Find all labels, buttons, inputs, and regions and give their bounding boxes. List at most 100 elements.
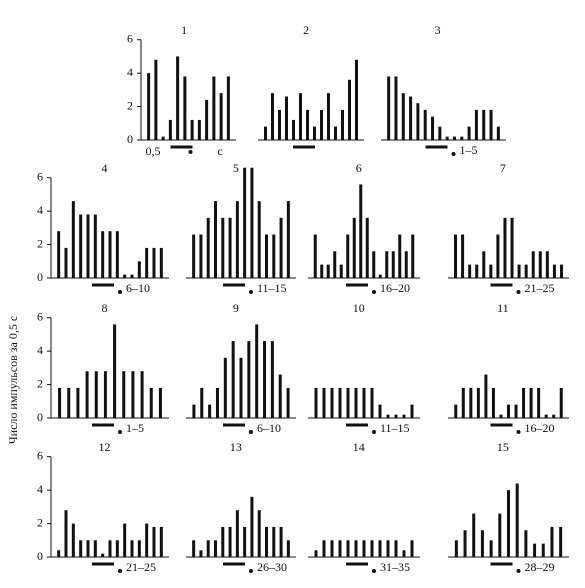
bar xyxy=(362,387,366,418)
bar xyxy=(354,387,358,418)
stimulus-dot xyxy=(249,569,253,573)
bar xyxy=(145,247,149,278)
bar xyxy=(279,526,283,557)
x-label: 6–10 xyxy=(126,281,150,295)
x-label: с xyxy=(217,144,222,158)
bar xyxy=(215,387,219,418)
bar xyxy=(475,264,479,278)
bar xyxy=(306,109,309,140)
x-label: 0,5 xyxy=(146,144,161,158)
bar xyxy=(239,357,243,418)
panel-title: 14 xyxy=(353,440,365,454)
bar xyxy=(378,274,382,278)
bar xyxy=(145,523,149,557)
bar xyxy=(498,513,502,557)
stimulus-dot xyxy=(516,430,521,434)
y-tick-label: 0 xyxy=(127,132,133,146)
bar xyxy=(489,540,493,557)
stimulus-dot xyxy=(188,150,193,154)
panel-title: 5 xyxy=(233,161,239,175)
bar xyxy=(85,371,89,418)
y-tick-label: 6 xyxy=(37,169,43,183)
bar xyxy=(243,167,247,278)
panel-title: 12 xyxy=(99,440,111,454)
bar xyxy=(538,251,542,278)
y-axis-title: Число импульсов за 0,5 с xyxy=(6,316,20,444)
bar xyxy=(341,109,344,140)
bar xyxy=(510,217,514,278)
bar xyxy=(71,201,75,278)
bar xyxy=(159,526,163,557)
bar xyxy=(265,234,268,278)
bar xyxy=(123,523,127,557)
bar xyxy=(93,214,97,278)
bar xyxy=(480,530,484,557)
x-label: 26–30 xyxy=(257,560,287,574)
bar xyxy=(101,553,105,557)
bar xyxy=(517,264,521,278)
bar xyxy=(208,404,212,418)
y-tick-label: 4 xyxy=(127,65,133,79)
bar xyxy=(452,136,456,140)
bar xyxy=(176,56,180,140)
bar xyxy=(313,126,316,140)
bar xyxy=(394,540,398,557)
bar xyxy=(533,543,537,557)
stimulus-dot xyxy=(249,430,253,434)
bar xyxy=(299,93,302,140)
bar xyxy=(386,414,390,418)
bar xyxy=(491,387,495,418)
bar xyxy=(154,59,158,141)
bar xyxy=(354,540,358,557)
bar xyxy=(552,414,556,418)
bar xyxy=(272,234,276,278)
stimulus-dot xyxy=(372,430,376,434)
bar xyxy=(226,76,230,140)
stimulus-dot xyxy=(516,290,521,294)
bar xyxy=(346,540,350,557)
bar xyxy=(346,234,350,278)
bar xyxy=(552,264,556,278)
bar xyxy=(235,510,239,557)
bar xyxy=(320,109,323,140)
bar xyxy=(79,214,83,278)
bar xyxy=(387,76,391,140)
bar xyxy=(86,214,90,278)
bar xyxy=(64,247,68,278)
panel-title: 4 xyxy=(102,161,108,175)
y-tick-label: 6 xyxy=(127,31,133,45)
bar xyxy=(108,231,112,278)
bar xyxy=(454,540,458,557)
y-tick-label: 4 xyxy=(37,482,43,496)
stimulus-dot xyxy=(516,569,521,573)
bar xyxy=(86,540,90,557)
bar xyxy=(386,540,390,557)
stimulus-dot xyxy=(372,569,376,573)
bar xyxy=(71,523,75,557)
bar xyxy=(140,371,144,418)
bar xyxy=(115,540,119,557)
panel-title: 11 xyxy=(497,301,509,315)
bar xyxy=(228,217,232,278)
bar xyxy=(212,76,216,140)
bar xyxy=(197,119,201,140)
bar xyxy=(378,404,382,418)
stimulus-dot xyxy=(118,430,122,434)
stimulus-dot xyxy=(451,152,456,156)
bar xyxy=(57,550,61,557)
bar xyxy=(221,217,225,278)
bar xyxy=(559,264,563,278)
bar xyxy=(489,109,493,140)
bar xyxy=(108,540,112,557)
bar xyxy=(559,526,563,557)
bar xyxy=(411,234,415,278)
bar xyxy=(200,387,204,418)
bar xyxy=(263,341,267,418)
bar xyxy=(326,264,330,278)
bar xyxy=(322,540,326,557)
bar xyxy=(137,261,141,278)
bar xyxy=(484,374,488,418)
bar xyxy=(391,251,395,278)
x-label: 21–25 xyxy=(126,560,156,574)
bar xyxy=(339,264,343,278)
